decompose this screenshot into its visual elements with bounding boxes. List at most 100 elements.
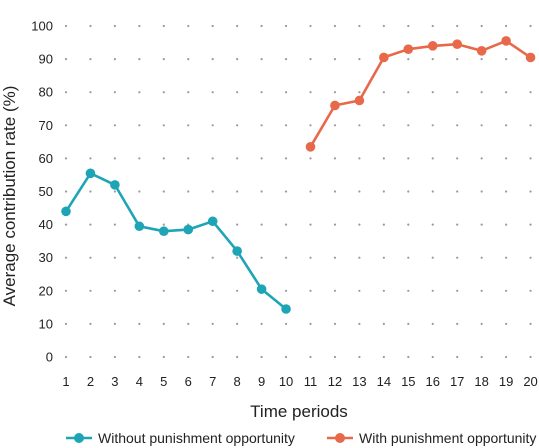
x-tick-label: 11: [304, 374, 318, 389]
grid-dot: [284, 322, 288, 325]
grid-dot: [162, 223, 165, 226]
grid-dot: [64, 289, 68, 292]
legend-marker: [74, 433, 84, 443]
grid-dot: [309, 322, 312, 325]
grid-dot: [480, 124, 483, 127]
x-tick-label: 8: [234, 374, 241, 389]
grid-dot: [505, 190, 508, 193]
grid-dot: [162, 256, 165, 259]
grid-dot: [505, 223, 508, 226]
grid-dot: [162, 289, 165, 292]
series-line-1: [64, 172, 287, 311]
grid-dot: [113, 157, 116, 160]
grid-dot: [64, 223, 68, 226]
grid-dot: [138, 355, 141, 359]
grid-dot: [382, 256, 385, 259]
grid-dot: [211, 58, 214, 61]
grid-dot: [211, 322, 214, 325]
grid-dot: [333, 157, 337, 160]
grid-dot: [64, 190, 68, 193]
grid-dot: [358, 355, 361, 359]
grid-dot: [358, 322, 361, 325]
grid-dot: [333, 91, 337, 94]
grid-dot: [138, 24, 141, 28]
grid-dot: [480, 223, 483, 226]
grid-dot: [407, 190, 410, 193]
grid-dot: [89, 256, 92, 259]
y-axis-ticks: 0 10 20 30 40 50 60 70 80 90 100: [31, 19, 53, 365]
grid-dot: [358, 256, 361, 259]
grid-dot: [333, 322, 337, 325]
grid-dot: [284, 256, 288, 259]
grid-dot: [456, 322, 459, 325]
grid-dot: [187, 322, 190, 325]
grid-dot: [309, 355, 312, 359]
data-point: [85, 168, 96, 179]
grid-dot: [284, 124, 288, 127]
grid-dot: [89, 289, 92, 292]
grid-dot: [309, 190, 312, 193]
grid-dot: [113, 58, 116, 61]
y-tick-label: 50: [39, 184, 53, 199]
x-tick-label: 14: [377, 374, 391, 389]
x-tick-label: 18: [474, 374, 488, 389]
grid-dot: [505, 91, 508, 94]
grid-dot: [260, 157, 263, 160]
grid-dot: [211, 190, 214, 193]
grid-dot: [456, 355, 459, 359]
grid-dot: [358, 190, 361, 193]
grid-dot: [260, 223, 263, 226]
grid-dot: [236, 24, 239, 28]
grid-dot: [529, 24, 532, 28]
grid-dot: [138, 58, 141, 61]
grid: [64, 24, 532, 359]
grid-dot: [284, 24, 288, 28]
grid-dot: [529, 157, 532, 160]
grid-dot: [431, 289, 434, 292]
grid-dot: [211, 355, 214, 359]
grid-dot: [456, 157, 459, 160]
y-tick-label: 70: [39, 118, 53, 133]
grid-dot: [456, 91, 459, 94]
grid-dot: [187, 58, 190, 61]
grid-dot: [187, 355, 190, 359]
grid-dot: [113, 322, 116, 325]
grid-dot: [480, 91, 483, 94]
data-point: [281, 304, 291, 314]
grid-dot: [407, 58, 410, 61]
grid-dot: [187, 157, 190, 160]
grid-dot: [333, 24, 337, 28]
y-tick-label: 10: [39, 316, 53, 331]
grid-dot: [236, 355, 239, 359]
grid-dot: [138, 91, 141, 94]
grid-dot: [64, 355, 68, 359]
data-point: [354, 95, 365, 106]
grid-dot: [89, 124, 92, 127]
grid-dot: [407, 157, 410, 160]
legend: Without punishment opportunity With punis…: [66, 430, 536, 446]
grid-dot: [284, 289, 288, 292]
x-tick-label: 5: [160, 374, 167, 389]
grid-dot: [162, 58, 165, 61]
grid-dot: [260, 24, 263, 28]
grid-dot: [113, 256, 116, 259]
y-tick-label: 0: [46, 350, 53, 365]
grid-dot: [529, 124, 532, 127]
x-tick-label: 19: [499, 374, 513, 389]
data-point: [379, 52, 389, 63]
grid-dot: [187, 91, 190, 94]
grid-dot: [236, 322, 239, 325]
grid-dot: [162, 124, 165, 127]
grid-dot: [333, 124, 337, 127]
grid-dot: [407, 256, 410, 259]
grid-dot: [358, 24, 361, 28]
y-tick-label: 100: [31, 19, 53, 34]
grid-dot: [113, 289, 116, 292]
grid-dot: [64, 124, 68, 127]
grid-dot: [431, 157, 434, 160]
grid-dot: [456, 190, 459, 193]
data-point: [134, 221, 145, 232]
grid-dot: [284, 157, 288, 160]
grid-dot: [382, 91, 385, 94]
grid-dot: [236, 124, 239, 127]
